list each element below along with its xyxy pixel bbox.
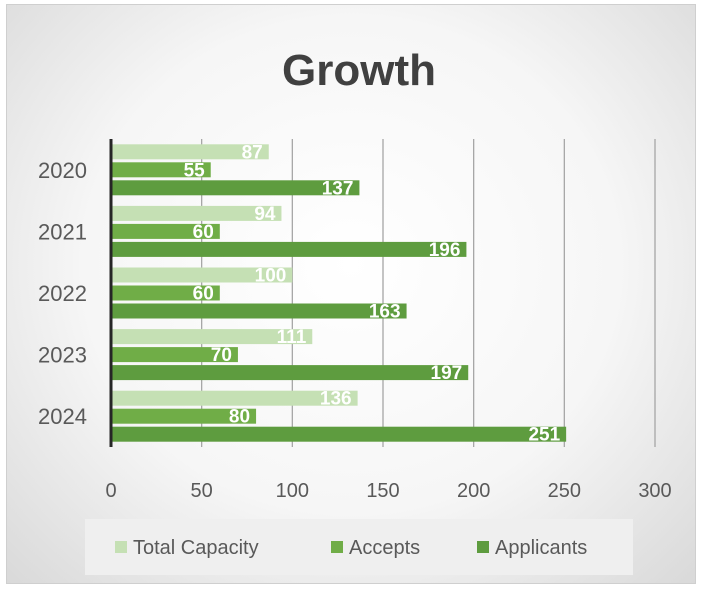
legend-swatch	[477, 541, 489, 553]
category-label: 2020	[38, 158, 87, 183]
data-label: 100	[255, 266, 287, 287]
legend-label: Applicants	[495, 537, 587, 559]
data-label: 251	[528, 425, 560, 446]
legend-swatch	[331, 541, 343, 553]
bar-total-capacity	[112, 267, 293, 283]
bar-total-capacity	[112, 205, 282, 221]
data-label: 70	[211, 345, 232, 366]
bar-applicants	[112, 241, 467, 257]
category-label: 2021	[38, 219, 87, 244]
chart-frame: 0 50 100 150 200 250 300 2020 87 55 137 2021 94 60 196…	[6, 4, 696, 584]
growth-chart: 0 50 100 150 200 250 300 2020 87 55 137 2021 94 60 196…	[38, 46, 672, 575]
category-label: 2024	[38, 404, 87, 429]
x-tick-label: 0	[105, 480, 116, 502]
legend-swatch	[115, 541, 127, 553]
legend-box	[85, 519, 633, 575]
bar-applicants	[112, 303, 407, 319]
data-label: 137	[322, 178, 354, 199]
x-tick-label: 50	[191, 480, 213, 502]
data-label: 55	[184, 160, 206, 181]
bar-accepts	[112, 223, 220, 239]
bar-applicants	[112, 365, 469, 381]
bar-accepts	[112, 162, 211, 178]
legend-label: Total Capacity	[133, 537, 259, 559]
data-label: 196	[429, 240, 461, 261]
bar-total-capacity	[112, 144, 269, 160]
data-label: 197	[431, 363, 463, 384]
bar-applicants	[112, 426, 567, 442]
data-label: 60	[193, 284, 214, 305]
x-tick-label: 250	[548, 480, 581, 502]
data-label: 163	[369, 302, 401, 323]
x-tick-label: 200	[457, 480, 490, 502]
x-tick-label: 150	[366, 480, 399, 502]
data-label: 94	[254, 204, 276, 225]
bar-accepts	[112, 347, 238, 363]
data-label: 80	[229, 407, 250, 428]
category-label: 2023	[38, 343, 87, 368]
bar-applicants	[112, 180, 360, 196]
data-label: 111	[277, 327, 307, 348]
data-label: 87	[242, 142, 263, 163]
x-tick-label: 100	[276, 480, 309, 502]
bar-total-capacity	[112, 329, 313, 345]
bar-accepts	[112, 408, 257, 424]
bar-accepts	[112, 285, 220, 301]
bar-total-capacity	[112, 390, 358, 406]
x-tick-label: 300	[638, 480, 671, 502]
data-label: 60	[193, 222, 214, 243]
legend-label: Accepts	[349, 537, 420, 559]
data-label: 136	[320, 389, 352, 410]
category-label: 2022	[38, 281, 87, 306]
chart-title: Growth	[282, 46, 436, 95]
